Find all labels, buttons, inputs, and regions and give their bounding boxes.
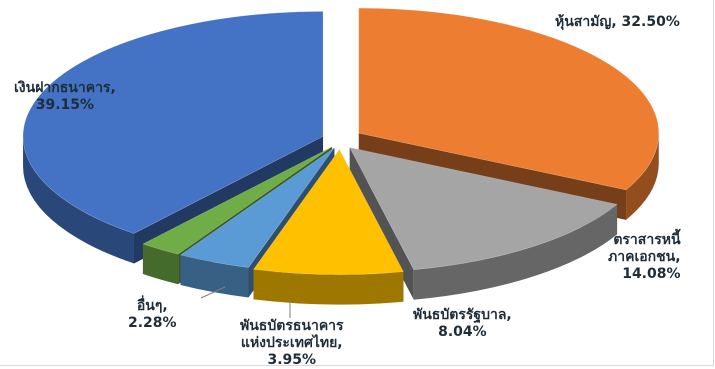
data-label-bot-bonds: พันธบัตรธนาคาร แห่งประเทศไทย, 3.95%: [240, 318, 344, 369]
slice-government-bonds: [252, 149, 404, 305]
label-line: ตราสารหนี้: [613, 232, 681, 248]
slice-top: [252, 149, 404, 275]
label-line: ภาคเอกชน,: [608, 249, 681, 265]
label-line: พันธบัตรรัฐบาล,: [413, 307, 512, 323]
slice-top: [358, 7, 660, 191]
slice-outer-wall: [626, 133, 659, 220]
slice-top: [142, 146, 333, 255]
label-line: 14.08%: [622, 266, 681, 282]
slice-top: [349, 147, 618, 271]
label-line: หุ้นสามัญ, 32.50%: [555, 14, 680, 30]
label-line: แห่งประเทศไทย,: [240, 335, 343, 351]
label-line: อื่นๆ,: [136, 298, 168, 314]
label-line: 39.15%: [35, 97, 95, 113]
slice-outer-wall: [142, 243, 179, 285]
data-label-common-stock: หุ้นสามัญ, 32.50%: [555, 14, 680, 31]
slice-outer-wall: [23, 136, 134, 264]
label-line: 2.28%: [128, 315, 177, 331]
leader-line-other: [200, 286, 226, 299]
slice-corporate-debt: [349, 147, 618, 300]
leader-lines: [200, 286, 291, 318]
label-line: 8.04%: [438, 324, 487, 340]
slice-top: [22, 11, 324, 234]
data-label-corporate-debt: ตราสารหนี้ ภาคเอกชน, 14.08%: [608, 232, 681, 283]
slice-outer-wall: [253, 269, 404, 305]
label-line: 3.95%: [267, 352, 317, 368]
label-line: พันธบัตรธนาคาร: [240, 318, 344, 334]
pie-slices: [22, 7, 660, 305]
slice-outer-wall: [413, 204, 618, 300]
slice-top: [179, 147, 335, 268]
label-line: เงินฝากธนาคาร,: [14, 80, 116, 96]
data-label-bank-deposits: เงินฝากธนาคาร, 39.15%: [14, 80, 116, 114]
data-label-government-bonds: พันธบัตรรัฐบาล, 8.04%: [413, 307, 512, 341]
data-label-other: อื่นๆ, 2.28%: [128, 298, 177, 332]
slice-outer-wall: [180, 255, 249, 298]
